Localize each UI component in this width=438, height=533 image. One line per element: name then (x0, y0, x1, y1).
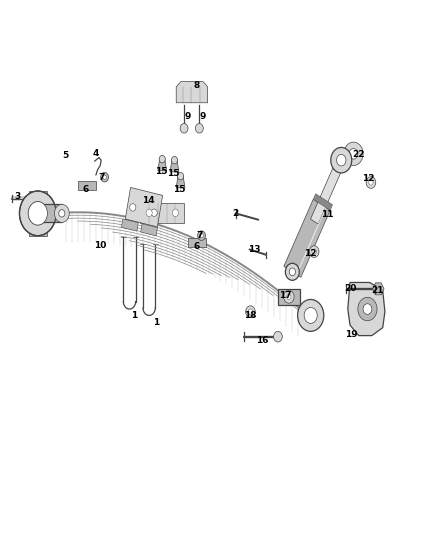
Circle shape (177, 172, 184, 180)
Text: 9: 9 (199, 112, 205, 121)
Text: 13: 13 (247, 245, 260, 254)
Circle shape (297, 300, 324, 332)
Circle shape (28, 201, 47, 225)
Text: 15: 15 (167, 169, 180, 178)
Bar (188, 238, 206, 247)
Circle shape (344, 142, 363, 165)
Polygon shape (141, 224, 158, 236)
Text: 7: 7 (196, 231, 202, 240)
Text: 6: 6 (83, 185, 89, 194)
Text: 15: 15 (173, 185, 185, 194)
Circle shape (286, 263, 299, 280)
Circle shape (309, 246, 319, 257)
Text: 22: 22 (353, 150, 365, 159)
Polygon shape (158, 159, 166, 171)
Circle shape (101, 172, 109, 182)
Polygon shape (284, 199, 330, 277)
Text: 17: 17 (279, 291, 292, 300)
Circle shape (369, 180, 373, 185)
Circle shape (171, 157, 177, 164)
Text: 1: 1 (152, 318, 159, 327)
Text: 19: 19 (345, 330, 357, 339)
Circle shape (103, 175, 106, 179)
Circle shape (366, 176, 376, 188)
Text: 1: 1 (131, 311, 137, 320)
Circle shape (363, 304, 372, 314)
Text: 12: 12 (362, 174, 374, 183)
Circle shape (274, 332, 283, 342)
Text: 14: 14 (142, 196, 155, 205)
Circle shape (151, 209, 157, 216)
Text: 10: 10 (94, 241, 106, 250)
Circle shape (349, 149, 358, 159)
Text: 16: 16 (255, 336, 268, 345)
Text: 15: 15 (155, 167, 168, 176)
Bar (28, 191, 47, 236)
Text: 18: 18 (244, 311, 257, 320)
Text: 4: 4 (93, 149, 99, 158)
Polygon shape (348, 282, 385, 336)
Circle shape (336, 155, 346, 166)
Circle shape (198, 231, 205, 240)
Text: 2: 2 (233, 209, 239, 218)
Text: 5: 5 (62, 151, 68, 160)
Circle shape (358, 297, 377, 321)
Circle shape (159, 156, 165, 163)
Circle shape (59, 209, 65, 217)
Polygon shape (125, 188, 162, 227)
Polygon shape (176, 176, 185, 188)
Circle shape (289, 268, 296, 276)
Polygon shape (176, 82, 208, 103)
Circle shape (172, 209, 178, 216)
Circle shape (246, 306, 255, 318)
Polygon shape (311, 158, 345, 224)
Bar (78, 181, 96, 190)
Circle shape (28, 201, 47, 225)
Bar (278, 289, 300, 305)
Text: 8: 8 (193, 81, 199, 90)
Circle shape (304, 308, 317, 324)
Text: 20: 20 (345, 284, 357, 293)
Circle shape (284, 290, 294, 303)
Circle shape (146, 209, 152, 216)
Circle shape (331, 148, 352, 173)
Circle shape (312, 249, 316, 254)
Circle shape (180, 124, 188, 133)
Text: 3: 3 (14, 192, 21, 201)
Circle shape (130, 204, 136, 211)
Text: 21: 21 (371, 286, 383, 295)
Circle shape (195, 124, 203, 133)
Circle shape (248, 309, 253, 314)
Polygon shape (170, 160, 179, 172)
Circle shape (200, 233, 203, 238)
Text: 11: 11 (321, 210, 333, 219)
Text: 6: 6 (193, 242, 199, 251)
Text: 9: 9 (184, 112, 191, 121)
Circle shape (54, 204, 69, 222)
Text: 12: 12 (304, 249, 317, 258)
Bar (141, 203, 184, 223)
Text: 7: 7 (99, 173, 105, 182)
Polygon shape (373, 283, 384, 295)
Bar (43, 204, 62, 222)
Circle shape (19, 191, 56, 236)
Polygon shape (313, 193, 332, 211)
Circle shape (287, 294, 291, 300)
Polygon shape (121, 219, 138, 231)
